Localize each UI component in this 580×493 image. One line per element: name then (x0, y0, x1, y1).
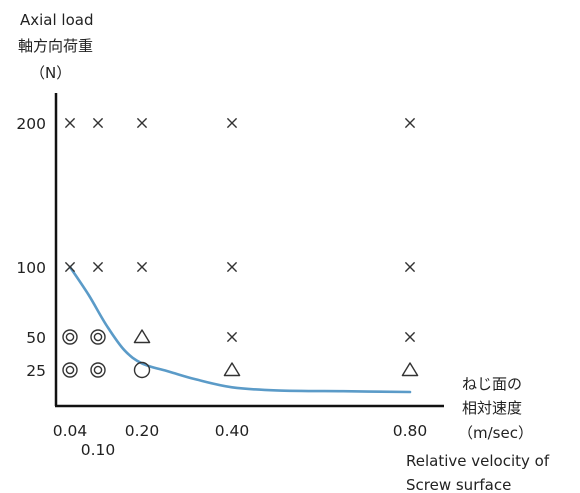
mark-triangle: △ (133, 329, 151, 344)
data-marks: × × × × × × × × × × ◎ ◎ △ × × ◎ ◎ ○ △ △ (62, 117, 419, 379)
y-tick-label: 100 (16, 259, 46, 277)
x-tick-label: 0.04 (53, 422, 88, 440)
x-tick-labels: 0.040.10 0.20 0.40 0.80 (53, 422, 428, 459)
y-tick-label: 200 (16, 115, 46, 133)
y-tick-labels: 25 50 100 200 (16, 115, 46, 380)
x-axis-unit: （m/sec） (458, 424, 533, 442)
mark-triangle: △ (223, 362, 241, 377)
mark-double-circle: ◎ (90, 362, 106, 378)
x-tick-label: 0.80 (393, 422, 428, 440)
limit-curve (68, 265, 412, 394)
mark-cross: × (226, 331, 238, 343)
mark-cross: × (64, 261, 76, 273)
x-tick-label: 0.10 (81, 441, 116, 459)
y-axis-label-en: Axial load (20, 11, 94, 29)
mark-cross: × (136, 117, 148, 129)
y-axis-unit: （N） (30, 64, 71, 82)
mark-cross: × (64, 117, 76, 129)
x-tick-label: 0.40 (215, 422, 250, 440)
mark-cross: × (226, 261, 238, 273)
mark-double-circle: ◎ (62, 329, 78, 345)
mark-cross: × (92, 117, 104, 129)
mark-cross: × (404, 261, 416, 273)
x-axis-label-en-2: Screw surface (406, 476, 511, 493)
mark-circle: ○ (133, 361, 151, 379)
mark-double-circle: ◎ (62, 362, 78, 378)
mark-cross: × (92, 261, 104, 273)
y-axis-label-ja: 軸方向荷重 (18, 37, 93, 55)
mark-cross: × (136, 261, 148, 273)
mark-cross: × (404, 331, 416, 343)
mark-cross: × (404, 117, 416, 129)
x-axis-label-ja-1: ねじ面の (462, 375, 522, 393)
x-axis-label-en-1: Relative velocity of (406, 452, 550, 470)
mark-double-circle: ◎ (90, 329, 106, 345)
mark-triangle: △ (401, 362, 419, 377)
x-tick-label: 0.20 (125, 422, 160, 440)
y-tick-label: 25 (26, 362, 46, 380)
x-axis-label-ja-2: 相対速度 (462, 399, 522, 417)
y-tick-label: 50 (26, 329, 46, 347)
mark-cross: × (226, 117, 238, 129)
